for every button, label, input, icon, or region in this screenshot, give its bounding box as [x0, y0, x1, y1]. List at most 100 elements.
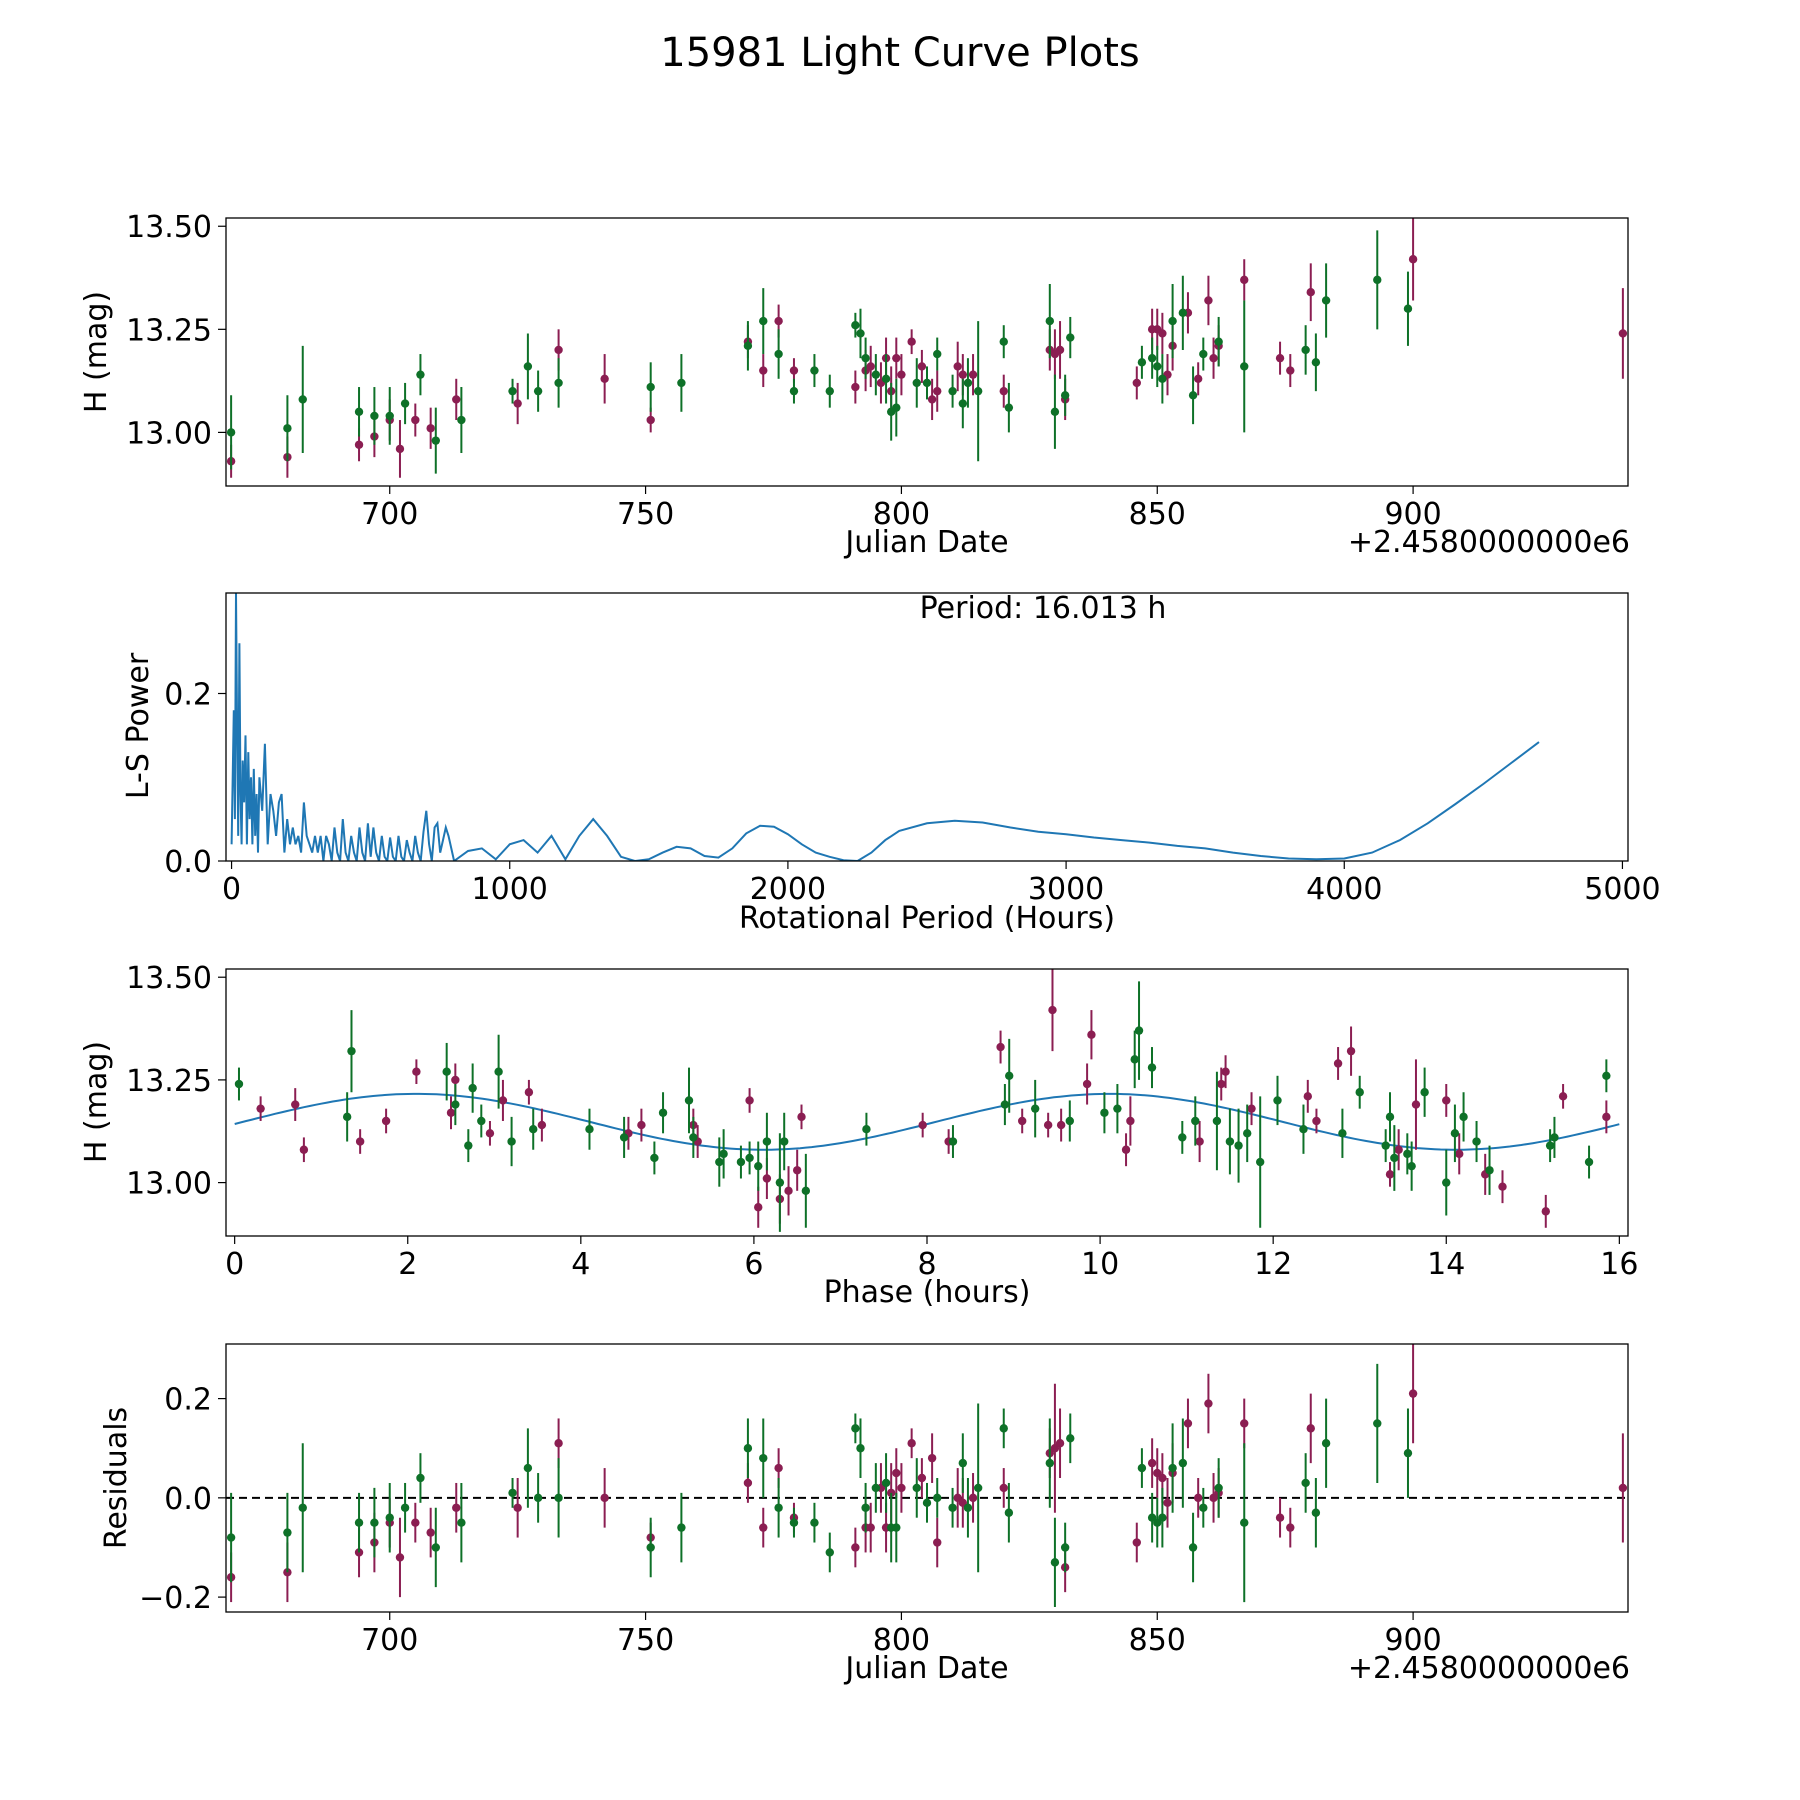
- lc-set_b-point: [1188, 391, 1198, 400]
- phase-set_b-point: [1113, 1104, 1122, 1113]
- phase-set_b-point: [745, 1153, 754, 1163]
- phase-set_a-point: [1082, 1079, 1092, 1089]
- phase-set_a-point: [451, 1075, 460, 1085]
- lc-set_b-point: [861, 353, 870, 363]
- phase-set_a-point: [1221, 1067, 1230, 1076]
- lc-set_a-point: [1132, 378, 1141, 388]
- res-set_a-point: [851, 1543, 860, 1552]
- phase-set_b-point: [715, 1157, 724, 1167]
- phase-set_b-point: [689, 1133, 698, 1142]
- lc-set_a-point: [395, 444, 405, 454]
- lc-set_a-point: [907, 337, 916, 346]
- phase-set_a-point: [1541, 1207, 1550, 1216]
- res-set_b-point: [431, 1543, 440, 1552]
- phase-set_b-point: [1255, 1157, 1265, 1167]
- res-set_b-point: [1004, 1508, 1014, 1517]
- phase-set_b-point: [1450, 1129, 1460, 1138]
- phase-set_b-point: [862, 1125, 871, 1134]
- lc-set_a-point: [646, 415, 655, 425]
- res-set_a-point: [866, 1523, 875, 1532]
- res-set_b-point: [922, 1498, 932, 1508]
- res-set_b-point: [963, 1503, 973, 1512]
- phase-set_b-point: [684, 1096, 694, 1105]
- res-set_b-point: [523, 1463, 533, 1473]
- phase-set_a-point: [291, 1100, 300, 1109]
- phase-set_b-point: [1459, 1112, 1468, 1122]
- lc-set_b-point: [354, 407, 364, 416]
- res-x-offset: +2.4580000000e6: [1348, 1651, 1630, 1686]
- lc-set_a-point: [354, 440, 364, 449]
- lc-set_b-point: [1168, 316, 1177, 326]
- res-ytick-label: 0.2: [164, 1383, 212, 1418]
- phase-set_b-point: [1065, 1116, 1074, 1126]
- ls-xtick-label: 0: [222, 872, 241, 907]
- lc-set_a-point: [554, 345, 563, 355]
- lc-set_b-point: [1153, 362, 1162, 371]
- lc-set_b-point: [1147, 353, 1157, 363]
- phase-set_b-point: [529, 1125, 538, 1134]
- res-set_b-point: [774, 1503, 783, 1512]
- phase-set_b-point: [1234, 1141, 1243, 1150]
- phase-set_b-point: [1602, 1071, 1611, 1081]
- phase-set_b-point: [494, 1067, 503, 1076]
- phase-set_a-point: [754, 1203, 763, 1212]
- res-set_a-point: [1618, 1483, 1628, 1493]
- phase-set_b-point: [234, 1079, 244, 1089]
- res-set_b-point: [1050, 1558, 1060, 1567]
- res-set_b-point: [861, 1503, 870, 1512]
- ls-xlabel: Rotational Period (Hours): [739, 901, 1115, 936]
- res-set_b-point: [789, 1518, 799, 1527]
- ls-data-layer: [230, 593, 1540, 861]
- phase-set_b-point: [1191, 1116, 1200, 1126]
- lc-ytick-label: 13.50: [126, 210, 212, 245]
- lc-set_a-point: [452, 395, 461, 404]
- phase-set_a-point: [299, 1145, 309, 1154]
- phase-set_a-point: [498, 1096, 508, 1105]
- figure-title: 15981 Light Curve Plots: [660, 30, 1139, 76]
- phase-panel: Phase (hours) H (mag) 0 2 4 6 8 10 12 14 16 13.00…: [79, 961, 1638, 1310]
- res-set_b-point: [226, 1533, 236, 1542]
- res-set_b-point: [646, 1543, 655, 1552]
- res-set_b-point: [1060, 1543, 1070, 1552]
- phase-set_a-point: [1195, 1137, 1204, 1146]
- lc-set_b-point: [400, 399, 410, 408]
- phase-set_b-point: [1550, 1133, 1559, 1142]
- lc-set_b-point: [298, 395, 307, 404]
- phase-set_a-point: [1394, 1145, 1403, 1154]
- phase-xtick-label: 4: [571, 1247, 590, 1282]
- lc-set_a-point: [917, 362, 927, 371]
- ls-axes-frame: [225, 592, 1629, 862]
- res-set_a-point: [1163, 1498, 1172, 1508]
- phase-ytick-label: 13.00: [126, 1167, 212, 1202]
- res-ylabel: Residuals: [99, 1407, 134, 1549]
- lc-set_b-point: [226, 428, 236, 437]
- lc-set_b-point: [948, 386, 957, 396]
- lc-set_a-point: [1193, 374, 1203, 383]
- phase-set_b-point: [1134, 1026, 1144, 1035]
- phase-set_a-point: [1498, 1182, 1507, 1191]
- lc-set_a-point: [774, 316, 783, 326]
- lc-set_b-point: [743, 341, 753, 351]
- phase-set_a-point: [784, 1186, 793, 1196]
- res-set_b-point: [958, 1458, 968, 1468]
- phase-set_b-point: [585, 1125, 594, 1134]
- phase-set_b-point: [719, 1149, 728, 1159]
- res-set_b-point: [1199, 1503, 1208, 1512]
- phase-set_b-point: [477, 1116, 486, 1126]
- phase-data-layer: [234, 969, 1620, 1232]
- lc-set_b-point: [922, 378, 932, 388]
- phase-set_a-point: [412, 1067, 421, 1076]
- res-set_b-point: [881, 1478, 891, 1488]
- phase-set_b-point: [1147, 1063, 1157, 1072]
- phase-set_a-point: [996, 1042, 1005, 1052]
- lc-set_b-point: [774, 349, 783, 359]
- lc-set_b-point: [457, 415, 466, 425]
- lc-set_b-point: [999, 337, 1008, 346]
- res-set_b-point: [1214, 1483, 1223, 1493]
- res-set_a-point: [283, 1568, 292, 1577]
- lc-xtick-label: 850: [1129, 497, 1186, 532]
- lc-set_b-point: [1060, 391, 1070, 400]
- res-set_b-point: [851, 1424, 860, 1433]
- lc-set_a-point: [1618, 329, 1628, 338]
